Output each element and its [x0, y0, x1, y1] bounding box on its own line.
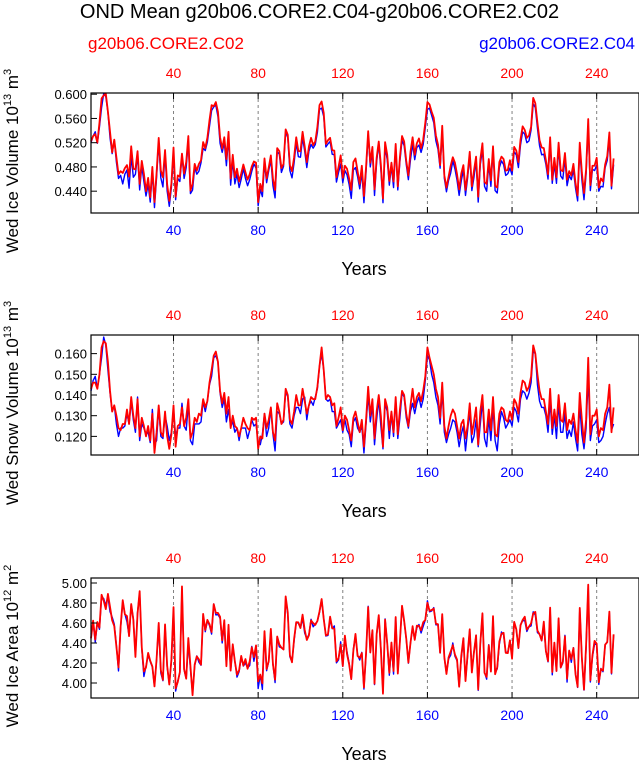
yaxis-label-ice-area: Wed Ice Area 1012 m2 [2, 565, 22, 728]
xtick-label-top-ice-area-4: 200 [500, 550, 524, 566]
xtick-label-top-snow-volume-0: 40 [166, 307, 182, 323]
ytick-label-ice-volume-1: 0.480 [54, 160, 87, 175]
xaxis-label-ice-volume: Years [341, 259, 386, 279]
xtick-label-top-ice-area-3: 160 [416, 550, 440, 566]
xtick-label-bottom-ice-volume-0: 40 [166, 222, 182, 238]
ytick-label-snow-volume-4: 0.160 [54, 347, 87, 362]
xtick-label-bottom-ice-area-4: 200 [500, 707, 524, 723]
xtick-label-top-ice-area-1: 80 [250, 550, 266, 566]
xtick-label-bottom-ice-volume-4: 200 [500, 222, 524, 238]
xtick-label-top-ice-area-2: 120 [331, 550, 355, 566]
ytick-label-snow-volume-1: 0.130 [54, 409, 87, 424]
xtick-label-top-snow-volume-1: 80 [250, 307, 266, 323]
xtick-label-top-ice-area-5: 240 [585, 550, 609, 566]
ytick-label-ice-area-5: 5.00 [62, 576, 87, 591]
xtick-label-bottom-ice-area-3: 160 [416, 707, 440, 723]
xtick-label-top-ice-area-0: 40 [166, 550, 182, 566]
xtick-label-top-snow-volume-2: 120 [331, 307, 355, 323]
xtick-label-bottom-ice-area-5: 240 [585, 707, 609, 723]
xaxis-label-ice-area: Years [341, 744, 386, 762]
xtick-label-top-ice-volume-5: 240 [585, 65, 609, 81]
xtick-label-top-snow-volume-3: 160 [416, 307, 440, 323]
yaxis-label-ice-volume: Wed Ice Volume 1013 m3 [2, 69, 22, 253]
xtick-label-bottom-snow-volume-5: 240 [585, 464, 609, 480]
series-line-snow-volume-c02 [90, 340, 615, 454]
xtick-label-bottom-snow-volume-1: 80 [250, 464, 266, 480]
xtick-label-top-snow-volume-5: 240 [585, 307, 609, 323]
ytick-label-snow-volume-0: 0.120 [54, 429, 87, 444]
xtick-label-bottom-ice-volume-2: 120 [331, 222, 355, 238]
xtick-label-bottom-snow-volume-3: 160 [416, 464, 440, 480]
legend-red-case: g20b06.CORE2.C02 [88, 34, 244, 53]
xaxis-label-snow-volume: Years [341, 501, 386, 521]
xtick-label-bottom-snow-volume-2: 120 [331, 464, 355, 480]
xtick-label-top-ice-volume-3: 160 [416, 65, 440, 81]
series-line-ice-area-c02 [90, 583, 615, 697]
xtick-label-top-ice-volume-4: 200 [500, 65, 524, 81]
ytick-label-snow-volume-3: 0.150 [54, 367, 87, 382]
series-line-ice-volume-c04 [90, 92, 615, 209]
xtick-label-top-snow-volume-4: 200 [500, 307, 524, 323]
yaxis-label-snow-volume: Wed Snow Volume 1013 m3 [2, 301, 22, 505]
ytick-label-ice-area-0: 4.00 [62, 676, 87, 691]
xtick-label-top-ice-volume-1: 80 [250, 65, 266, 81]
ytick-label-ice-area-3: 4.60 [62, 616, 87, 631]
ytick-label-ice-area-1: 4.20 [62, 656, 87, 671]
ytick-label-ice-volume-4: 0.600 [54, 87, 87, 102]
legend-blue-case: g20b06.CORE2.C04 [479, 34, 635, 53]
plot-frame-ice-area [90, 577, 639, 699]
ytick-label-ice-area-4: 4.80 [62, 596, 87, 611]
ytick-label-ice-area-2: 4.40 [62, 636, 87, 651]
xtick-label-bottom-ice-volume-1: 80 [250, 222, 266, 238]
ytick-label-snow-volume-2: 0.140 [54, 388, 87, 403]
xtick-label-bottom-snow-volume-4: 200 [500, 464, 524, 480]
xtick-label-bottom-ice-area-1: 80 [250, 707, 266, 723]
xtick-label-top-ice-volume-2: 120 [331, 65, 355, 81]
xtick-label-bottom-ice-volume-5: 240 [585, 222, 609, 238]
figure-title: OND Mean g20b06.CORE2.C04-g20b06.CORE2.C… [79, 1, 560, 23]
ytick-label-ice-volume-0: 0.440 [54, 184, 87, 199]
xtick-label-bottom-snow-volume-0: 40 [166, 464, 182, 480]
xtick-label-bottom-ice-area-2: 120 [331, 707, 355, 723]
xtick-label-bottom-ice-area-0: 40 [166, 707, 182, 723]
ytick-label-ice-volume-3: 0.560 [54, 111, 87, 126]
ytick-label-ice-volume-2: 0.520 [54, 136, 87, 151]
xtick-label-top-ice-volume-0: 40 [166, 65, 182, 81]
xtick-label-bottom-ice-volume-3: 160 [416, 222, 440, 238]
plot-frame-ice-volume [90, 92, 639, 214]
series-line-ice-volume-c02 [90, 92, 615, 203]
